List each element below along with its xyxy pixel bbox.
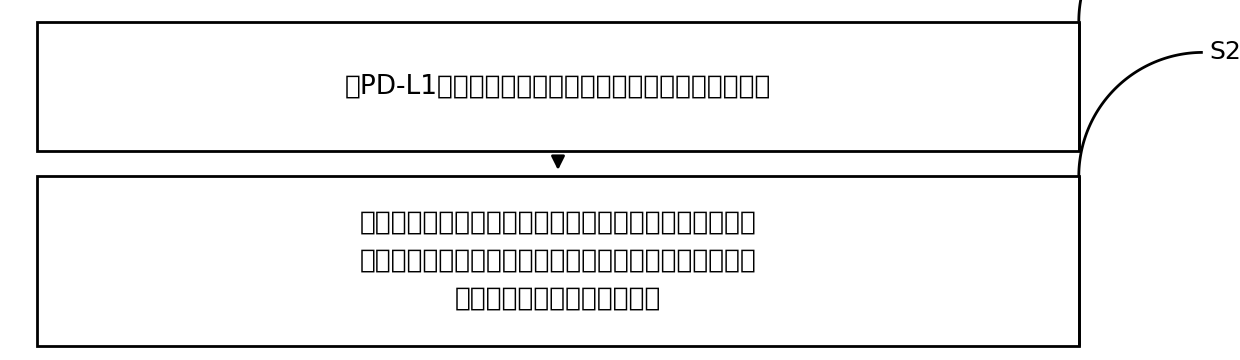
Text: S212: S212 [1209,40,1240,64]
Text: 将PD-L1染色的数字切片图像从线性空间转化到对数空间: 将PD-L1染色的数字切片图像从线性空间转化到对数空间 [345,73,771,99]
Text: 采用颜色反卷积基于转化到对数空间的图像对细胞核染色
、抗体染色和残差进行分离，分别得到核染色通道图像、
抗体染色通道图像和残差图像: 采用颜色反卷积基于转化到对数空间的图像对细胞核染色 、抗体染色和残差进行分离，分… [360,210,756,312]
Bar [37,176,1079,346]
Bar [37,22,1079,151]
